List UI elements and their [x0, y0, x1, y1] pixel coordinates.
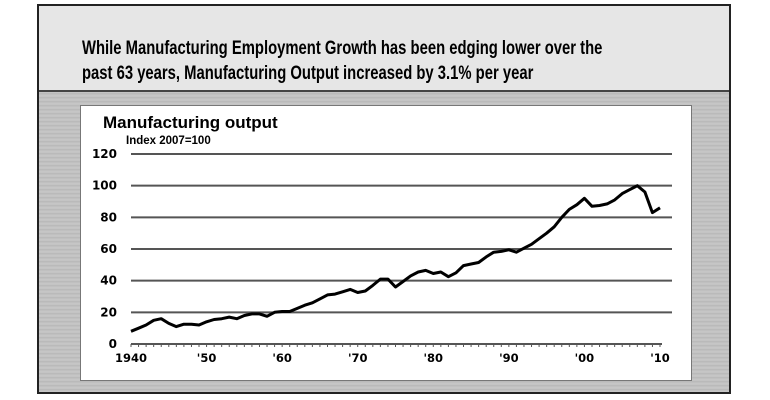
- manufacturing-output-chart: Manufacturing output Index 2007=100 0 20 40 6…: [92, 113, 672, 365]
- y-tick-label: 100: [92, 179, 117, 193]
- x-tick-label: '50: [197, 351, 217, 365]
- slide-frame: While Manufacturing Employment Growth ha…: [37, 4, 731, 394]
- x-tick-label: '70: [348, 351, 368, 365]
- chart-panel: Manufacturing output Index 2007=100 0 20 40 6…: [80, 105, 692, 381]
- y-tick-label: 120: [92, 147, 117, 161]
- y-tick-label: 0: [109, 337, 117, 351]
- x-tick-label: '80: [424, 351, 444, 365]
- y-tick-label: 20: [100, 305, 117, 319]
- y-tick-label: 80: [100, 210, 117, 224]
- y-tick-label: 40: [100, 274, 117, 288]
- chart-subtitle: Index 2007=100: [126, 135, 211, 147]
- x-tick-label: '90: [499, 351, 519, 365]
- x-tick-label: '10: [650, 351, 670, 365]
- headline-band: While Manufacturing Employment Growth ha…: [39, 6, 729, 92]
- headline-line-1: While Manufacturing Employment Growth ha…: [82, 38, 603, 59]
- chart-title: Manufacturing output: [103, 113, 278, 132]
- output-index-line: [130, 184, 661, 333]
- y-tick-label: 60: [100, 242, 117, 256]
- headline-line-2: past 63 years, Manufacturing Output incr…: [82, 63, 534, 84]
- x-tick-label: '60: [272, 351, 292, 365]
- x-tick-label: '00: [575, 351, 595, 365]
- x-tick-label: 1940: [115, 351, 147, 365]
